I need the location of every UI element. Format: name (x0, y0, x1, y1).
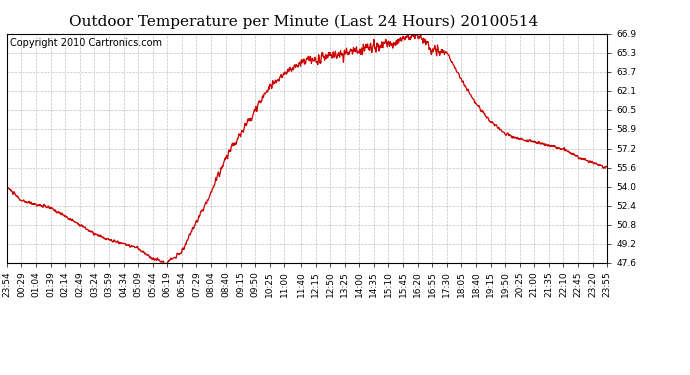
Text: Outdoor Temperature per Minute (Last 24 Hours) 20100514: Outdoor Temperature per Minute (Last 24 … (69, 15, 538, 29)
Text: Copyright 2010 Cartronics.com: Copyright 2010 Cartronics.com (10, 38, 162, 48)
